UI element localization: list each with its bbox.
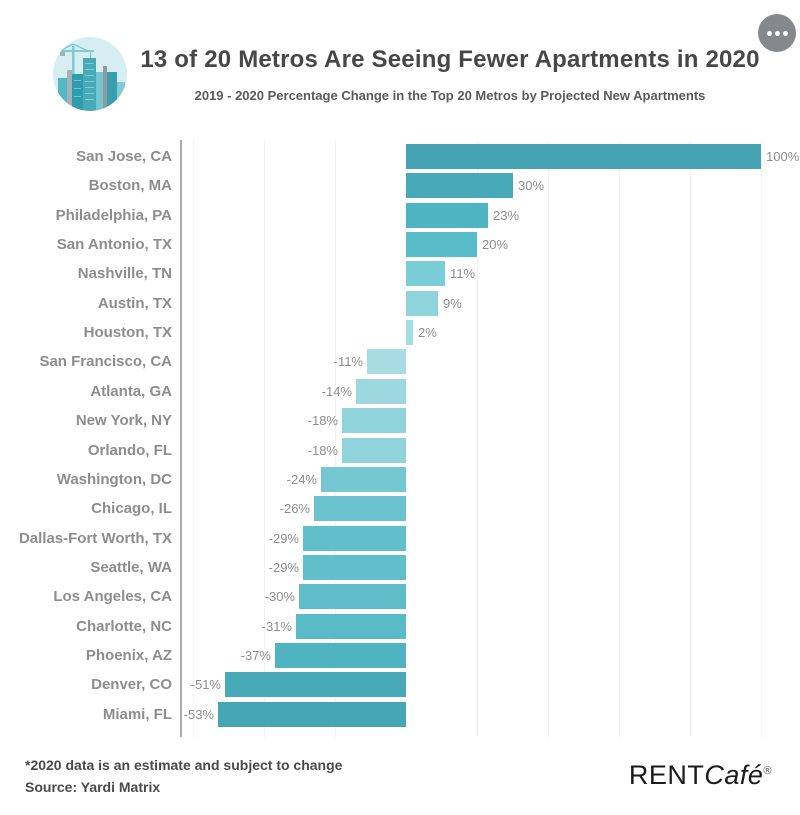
value-label-miami-fl: -53%	[183, 707, 214, 722]
gridline	[335, 140, 336, 737]
bar-houston-tx[interactable]	[406, 320, 413, 345]
ellipsis-dot	[782, 30, 788, 36]
bar-seattle-wa[interactable]	[303, 555, 406, 580]
gridline	[619, 140, 620, 737]
bar-washington-dc[interactable]	[321, 467, 406, 492]
logo-rent: RENT	[628, 760, 705, 790]
bar-new-york-ny[interactable]	[342, 408, 406, 433]
category-label-san-francisco-ca: San Francisco, CA	[39, 353, 172, 370]
category-label-boston-ma: Boston, MA	[88, 177, 172, 194]
bar-san-antonio-tx[interactable]	[406, 232, 477, 257]
category-label-austin-tx: Austin, TX	[97, 295, 172, 312]
ellipsis-dot	[766, 30, 772, 36]
category-label-philadelphia-pa: Philadelphia, PA	[55, 207, 172, 224]
category-label-denver-co: Denver, CO	[91, 676, 172, 693]
value-label-san-antonio-tx: 20%	[482, 237, 509, 252]
value-label-houston-tx: 2%	[418, 325, 437, 340]
value-label-charlotte-nc: -31%	[261, 619, 292, 634]
value-label-philadelphia-pa: 23%	[493, 208, 520, 223]
bar-charlotte-nc[interactable]	[296, 614, 406, 639]
category-label-nashville-tn: Nashville, TN	[77, 265, 172, 282]
gridline	[193, 140, 194, 737]
category-label-houston-tx: Houston, TX	[83, 324, 172, 341]
value-label-dallas-fort-worth-tx: -29%	[268, 531, 299, 546]
category-label-dallas-fort-worth-tx: Dallas-Fort Worth, TX	[18, 530, 172, 547]
page-title: 13 of 20 Metros Are Seeing Fewer Apartme…	[140, 46, 760, 73]
source-credit: Source: Yardi Matrix	[25, 779, 161, 795]
gridline	[548, 140, 549, 737]
value-label-san-francisco-ca: -11%	[333, 354, 363, 369]
category-label-orlando-fl: Orlando, FL	[87, 442, 172, 459]
category-label-washington-dc: Washington, DC	[56, 471, 172, 488]
bar-miami-fl[interactable]	[218, 702, 406, 727]
rentcafe-logo: RENTCafé®	[629, 760, 772, 791]
bar-boston-ma[interactable]	[406, 173, 513, 198]
bar-philadelphia-pa[interactable]	[406, 203, 488, 228]
city-buildings-icon	[53, 37, 127, 111]
bar-phoenix-az[interactable]	[275, 643, 406, 668]
ellipsis-dot	[774, 30, 780, 36]
gridline	[264, 140, 265, 737]
value-label-new-york-ny: -18%	[307, 413, 338, 428]
bar-austin-tx[interactable]	[406, 291, 438, 316]
value-label-phoenix-az: -37%	[240, 648, 271, 663]
category-label-charlotte-nc: Charlotte, NC	[76, 618, 172, 635]
value-label-boston-ma: 30%	[518, 178, 545, 193]
value-label-nashville-tn: 11%	[450, 266, 476, 281]
bar-atlanta-ga[interactable]	[356, 379, 406, 404]
footnote: *2020 data is an estimate and subject to…	[25, 757, 343, 773]
gridline	[690, 140, 691, 737]
value-label-san-jose-ca: 100%	[766, 149, 800, 164]
gridline	[761, 140, 762, 737]
registered-mark: ®	[763, 765, 772, 777]
value-label-atlanta-ga: -14%	[321, 384, 352, 399]
value-label-seattle-wa: -29%	[268, 560, 299, 575]
value-label-orlando-fl: -18%	[307, 443, 338, 458]
category-label-new-york-ny: New York, NY	[75, 412, 172, 429]
value-label-washington-dc: -24%	[286, 472, 317, 487]
category-label-chicago-il: Chicago, IL	[91, 500, 172, 517]
category-axis-line	[180, 140, 182, 737]
category-label-miami-fl: Miami, FL	[102, 706, 172, 723]
category-label-seattle-wa: Seattle, WA	[90, 559, 172, 576]
ellipsis-menu-button[interactable]	[758, 14, 796, 52]
category-label-atlanta-ga: Atlanta, GA	[90, 383, 172, 400]
bar-los-angeles-ca[interactable]	[299, 584, 406, 609]
category-label-los-angeles-ca: Los Angeles, CA	[53, 588, 172, 605]
page-subtitle: 2019 - 2020 Percentage Change in the Top…	[194, 88, 706, 103]
bar-san-francisco-ca[interactable]	[367, 349, 406, 374]
logo-cafe: Café	[704, 760, 764, 790]
bar-denver-co[interactable]	[225, 672, 406, 697]
gridline	[477, 140, 478, 737]
bar-san-jose-ca[interactable]	[406, 144, 761, 169]
bar-dallas-fort-worth-tx[interactable]	[303, 526, 406, 551]
value-label-los-angeles-ca: -30%	[264, 589, 295, 604]
category-label-san-jose-ca: San Jose, CA	[76, 148, 172, 165]
value-label-austin-tx: 9%	[443, 296, 462, 311]
value-label-chicago-il: -26%	[279, 501, 310, 516]
bar-nashville-tn[interactable]	[406, 261, 445, 286]
bar-chicago-il[interactable]	[314, 496, 406, 521]
value-label-denver-co: -51%	[190, 677, 221, 692]
category-label-phoenix-az: Phoenix, AZ	[85, 647, 172, 664]
bar-orlando-fl[interactable]	[342, 438, 406, 463]
category-label-san-antonio-tx: San Antonio, TX	[56, 236, 172, 253]
